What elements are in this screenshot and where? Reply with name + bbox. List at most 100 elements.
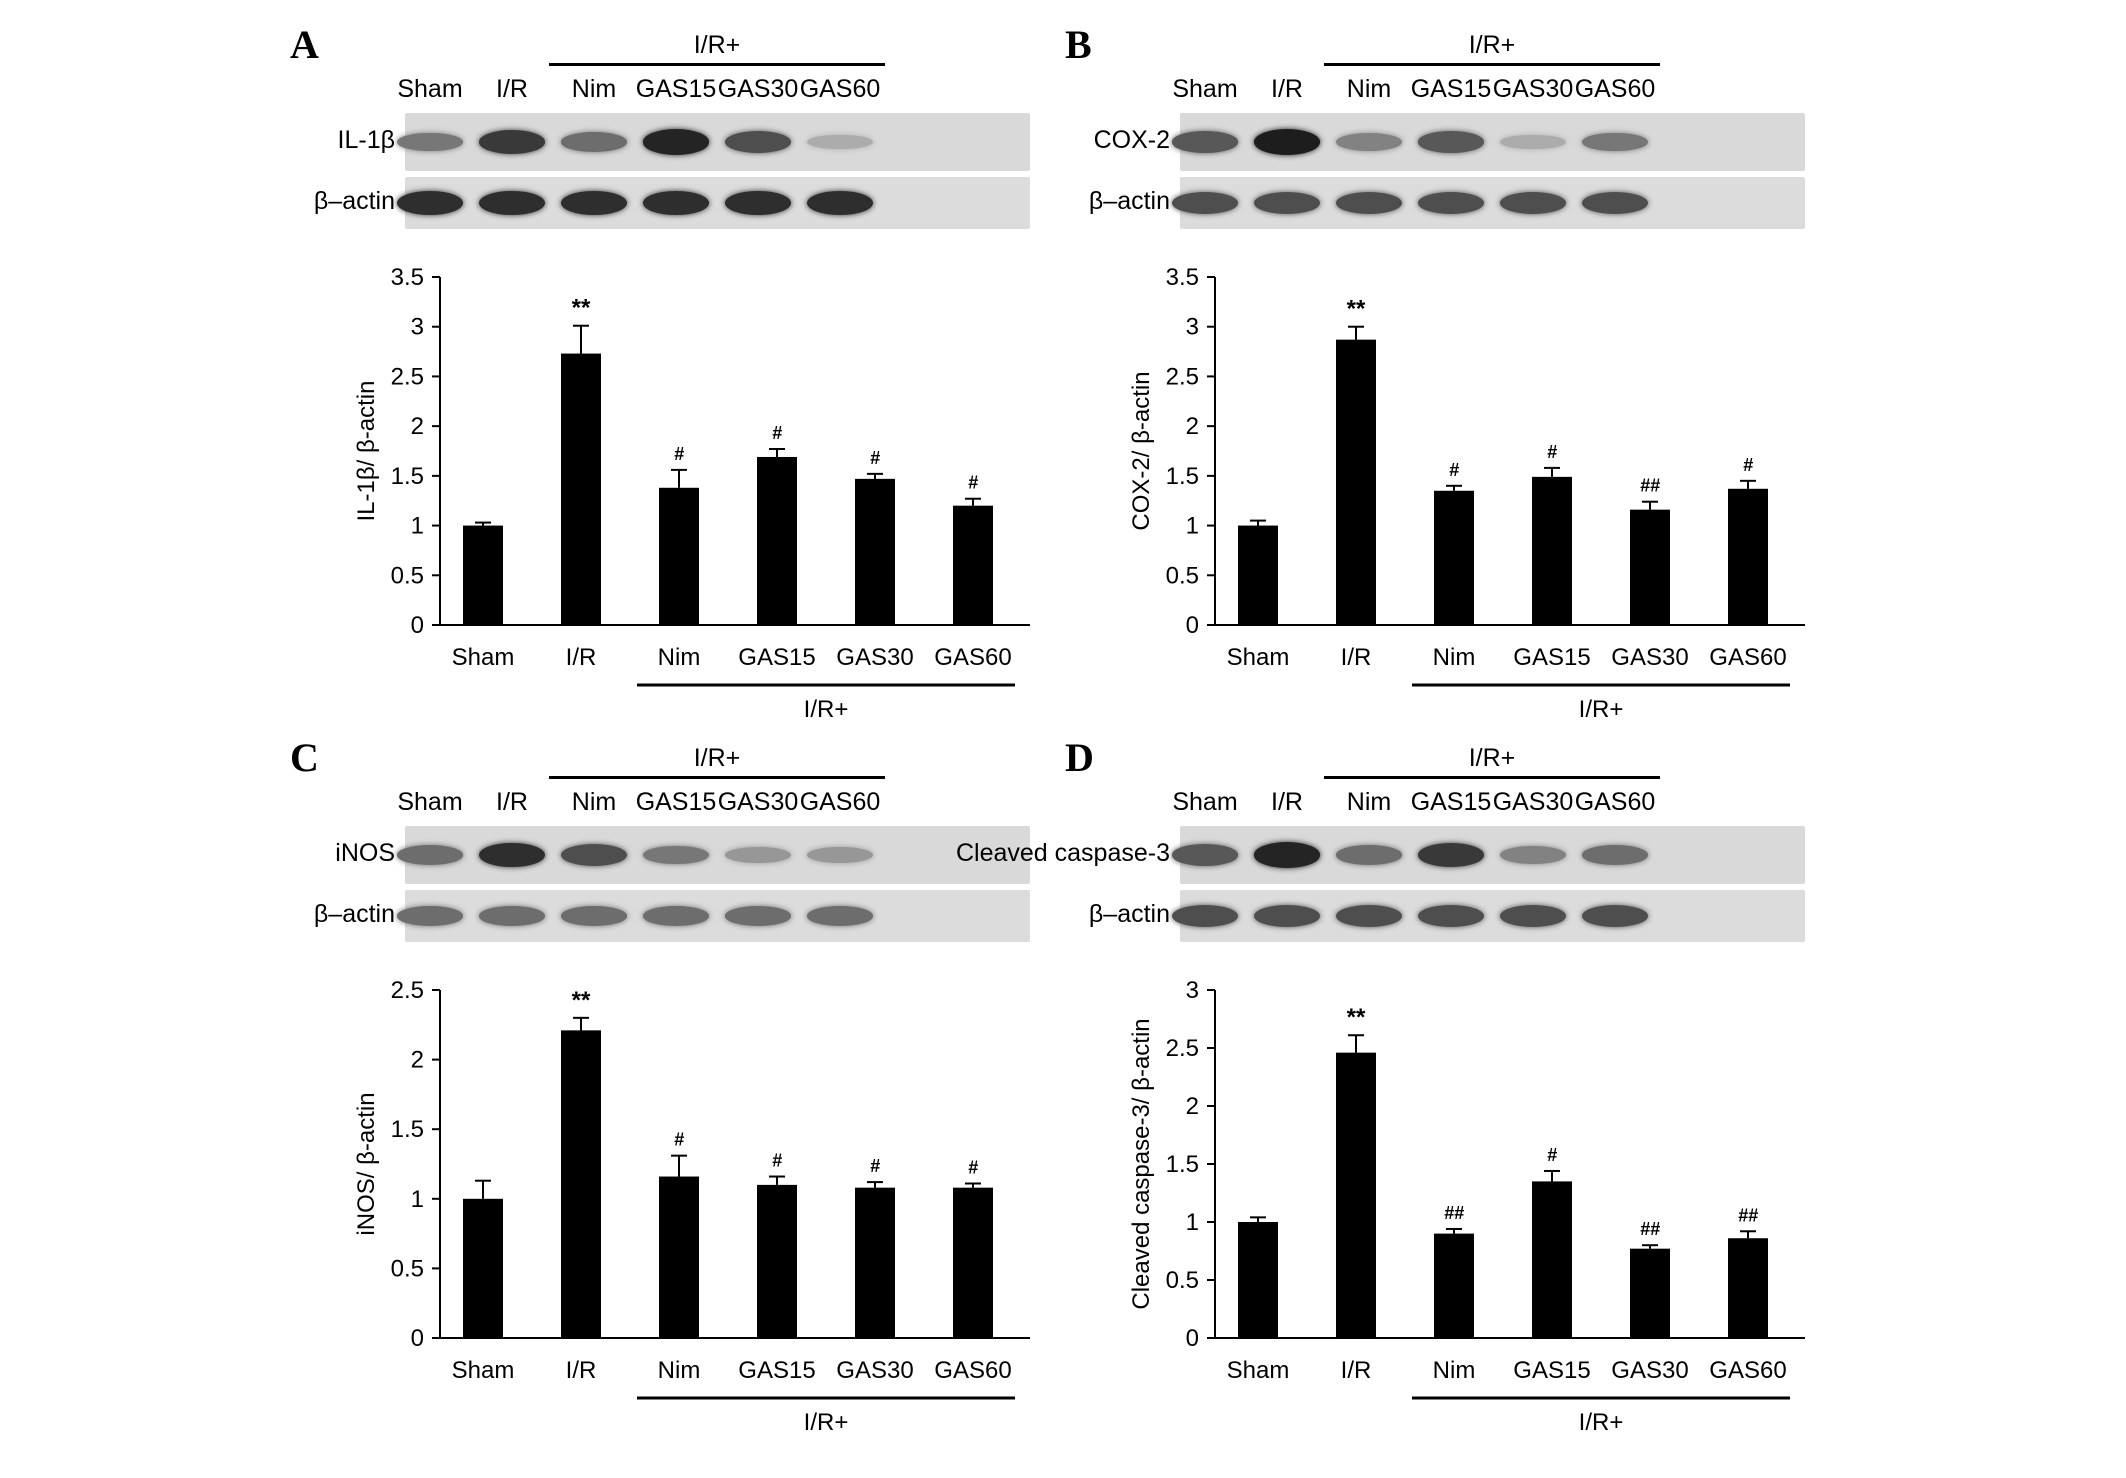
y-tick-label: 1 — [411, 1186, 424, 1213]
blot-lane-label: Nim — [1346, 75, 1392, 103]
x-tick-label: Nim — [1433, 1357, 1476, 1384]
x-tick-label: I/R — [566, 644, 597, 671]
group-label: I/R+ — [804, 1409, 849, 1436]
blot-band-label: Cleaved caspase-3 — [955, 839, 1170, 867]
y-tick-label: 1.5 — [1166, 463, 1199, 490]
blot-band — [643, 129, 709, 155]
x-tick-label: GAS60 — [934, 1357, 1011, 1384]
y-axis-label: Cleaved caspase-3/ β-actin — [1128, 1018, 1155, 1309]
y-axis-label: iNOS/ β-actin — [353, 1092, 380, 1235]
blot-strip — [1172, 826, 1805, 884]
y-tick-label: 2.5 — [1166, 1035, 1199, 1062]
blot-band-label: β–actin — [1088, 187, 1170, 215]
significance-label: ## — [1738, 1205, 1758, 1225]
blot-lane-label: GAS30 — [1492, 75, 1574, 103]
significance-label: # — [772, 423, 782, 443]
blot-lane-label: I/R — [496, 788, 528, 816]
y-tick-label: 1 — [1186, 1209, 1199, 1236]
panel-d: D I/R+ Sham I/R Nim GAS15 GAS30 GAS60 Cleaved c… — [956, 738, 1825, 1473]
x-tick-label: Sham — [1227, 1357, 1290, 1384]
blot-band — [807, 906, 873, 926]
blot-band — [643, 906, 709, 926]
significance-label: ** — [572, 295, 591, 322]
y-tick-label: 0 — [411, 612, 424, 639]
western-blot: I/R+ Sham I/R Nim GAS15 GAS30 GAS60 COX-2 β–acti… — [1065, 25, 1825, 305]
y-tick-label: 2 — [1186, 1093, 1199, 1120]
significance-label: # — [870, 1156, 880, 1176]
blot-band — [1336, 905, 1402, 927]
blot-band — [643, 190, 709, 216]
blot-band — [725, 190, 791, 216]
y-tick-label: 3.5 — [391, 264, 424, 291]
bar — [1532, 476, 1572, 625]
bar — [1532, 1181, 1572, 1338]
blot-band — [807, 190, 873, 216]
blot-lane-label: GAS60 — [1574, 75, 1656, 103]
blot-band — [1172, 192, 1238, 214]
x-tick-label: GAS60 — [1709, 1357, 1786, 1384]
x-tick-label: GAS60 — [1709, 644, 1786, 671]
significance-label: ** — [1347, 1004, 1366, 1031]
blot-strip — [1172, 113, 1805, 171]
blot-lane-label: GAS60 — [1574, 788, 1656, 816]
x-tick-label: Sham — [452, 644, 515, 671]
y-tick-label: 3 — [411, 314, 424, 341]
y-axis-label: IL-1β/ β-actin — [353, 381, 380, 522]
group-label: I/R+ — [1579, 1409, 1624, 1436]
blot-band-label: iNOS — [335, 839, 395, 867]
bar — [463, 1198, 503, 1338]
panel-letter: C — [290, 735, 319, 780]
bar — [855, 478, 895, 625]
blot-band — [397, 132, 463, 152]
blot-band — [561, 132, 627, 152]
blot-group-line — [549, 63, 885, 66]
x-tick-label: GAS15 — [738, 644, 815, 671]
blot-band — [807, 134, 873, 150]
significance-label: # — [674, 444, 684, 464]
western-blot: I/R+ Sham I/R Nim GAS15 GAS30 GAS60 IL-1β β–acti… — [290, 25, 1050, 305]
blot-band — [1582, 905, 1648, 927]
x-tick-label: GAS15 — [1513, 1357, 1590, 1384]
bar — [1238, 525, 1278, 625]
bar — [855, 1187, 895, 1338]
blot-band — [1582, 192, 1648, 214]
blot-band — [397, 190, 463, 216]
y-tick-label: 0.5 — [391, 562, 424, 589]
blot-band — [1418, 192, 1484, 214]
panel-letter: B — [1065, 22, 1092, 67]
blot-lane-label: GAS15 — [1410, 75, 1492, 103]
y-tick-label: 2 — [1186, 413, 1199, 440]
bar — [561, 353, 601, 625]
bar — [1630, 1248, 1670, 1338]
significance-label: ** — [1347, 296, 1366, 323]
bar — [1630, 509, 1670, 625]
significance-label: ## — [1444, 1203, 1464, 1223]
bar — [463, 525, 503, 625]
blot-lane-label: I/R — [1271, 788, 1303, 816]
significance-label: # — [870, 448, 880, 468]
blot-strip — [397, 113, 1030, 171]
panel-a: A I/R+ Sham I/R Nim GAS15 GAS30 GAS60 IL-1β β–ac… — [290, 25, 1050, 760]
blot-lane-label: Nim — [571, 75, 617, 103]
x-tick-label: GAS30 — [836, 644, 913, 671]
blot-lane-label: GAS15 — [635, 788, 717, 816]
x-tick-label: GAS30 — [1611, 644, 1688, 671]
blot-band — [561, 844, 627, 866]
blot-lane-label: GAS30 — [1492, 788, 1574, 816]
y-tick-label: 1.5 — [391, 1116, 424, 1143]
bar — [1434, 1233, 1474, 1338]
blot-band — [479, 842, 545, 868]
y-tick-label: 1 — [1186, 513, 1199, 540]
blot-band — [1172, 844, 1238, 866]
x-tick-label: Sham — [452, 1357, 515, 1384]
significance-label: # — [1743, 455, 1753, 475]
y-tick-label: 0.5 — [391, 1255, 424, 1282]
x-tick-label: GAS15 — [738, 1357, 815, 1384]
x-tick-label: GAS60 — [934, 644, 1011, 671]
blot-band — [1254, 905, 1320, 927]
blot-band — [1172, 905, 1238, 927]
x-tick-label: GAS15 — [1513, 644, 1590, 671]
y-tick-label: 2 — [411, 413, 424, 440]
bar — [659, 1176, 699, 1338]
y-tick-label: 1 — [411, 513, 424, 540]
